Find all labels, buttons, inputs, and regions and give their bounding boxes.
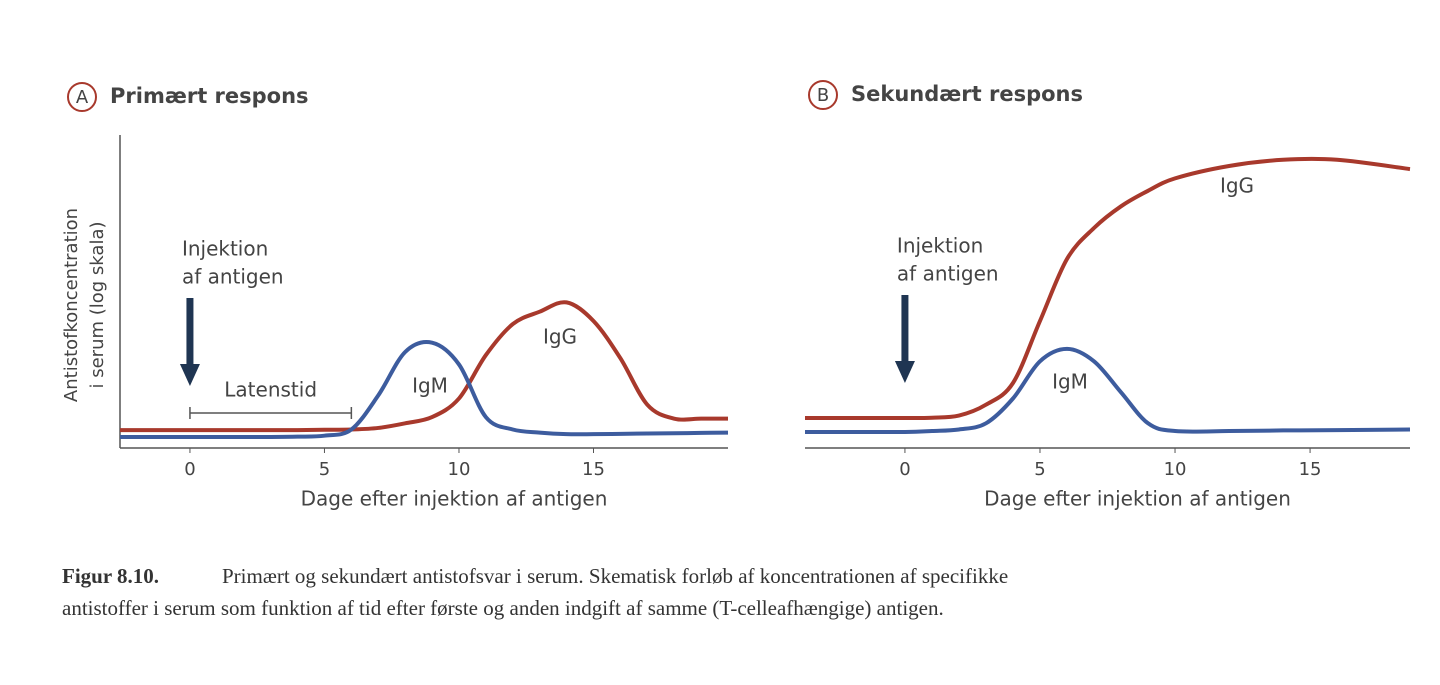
panel-title: Primært respons [110, 84, 309, 108]
series-line [120, 340, 729, 439]
series-label: IgG [543, 325, 577, 349]
x-tick-label: 5 [1034, 459, 1045, 480]
x-tick-label: 15 [1299, 459, 1322, 480]
caption-line: antistoffer i serum som funktion af tid … [62, 596, 944, 620]
latency-label: Latenstid [224, 378, 317, 402]
panel-title: Sekundært respons [851, 82, 1083, 106]
panel-letter: A [76, 87, 89, 108]
x-tick-label: 0 [184, 459, 195, 480]
series-label: IgG [1220, 174, 1254, 198]
panel-badge [808, 80, 838, 110]
x-tick-label: 10 [448, 459, 471, 480]
y-axis-label: i serum (log skala) [87, 222, 108, 389]
caption-label: Figur 8.10. [62, 564, 159, 588]
injection-label: af antigen [182, 265, 284, 289]
series-label: IgM [412, 374, 448, 398]
injection-arrow-head [894, 361, 915, 383]
x-tick-label: 0 [899, 459, 910, 480]
x-tick-label: 15 [582, 459, 605, 480]
panel-badge [67, 82, 97, 112]
x-tick-label: 10 [1164, 459, 1187, 480]
x-tick-label: 5 [319, 459, 330, 480]
series-line [120, 300, 728, 433]
y-axis-label: Antistofkoncentration [61, 208, 82, 402]
series-line [805, 346, 1411, 435]
series-line [805, 156, 1411, 421]
injection-arrow-head [179, 364, 200, 386]
x-axis-label: Dage efter injektion af antigen [301, 487, 608, 511]
caption-line: Primært og sekundært antistofsvar i seru… [222, 564, 1008, 588]
x-axis-label: Dage efter injektion af antigen [984, 487, 1291, 511]
series-label: IgM [1052, 370, 1088, 394]
panel-letter: B [817, 85, 829, 106]
latency-bracket [189, 407, 353, 419]
injection-label: Injektion [182, 237, 268, 261]
injection-label: af antigen [897, 262, 999, 286]
injection-label: Injektion [897, 234, 983, 258]
